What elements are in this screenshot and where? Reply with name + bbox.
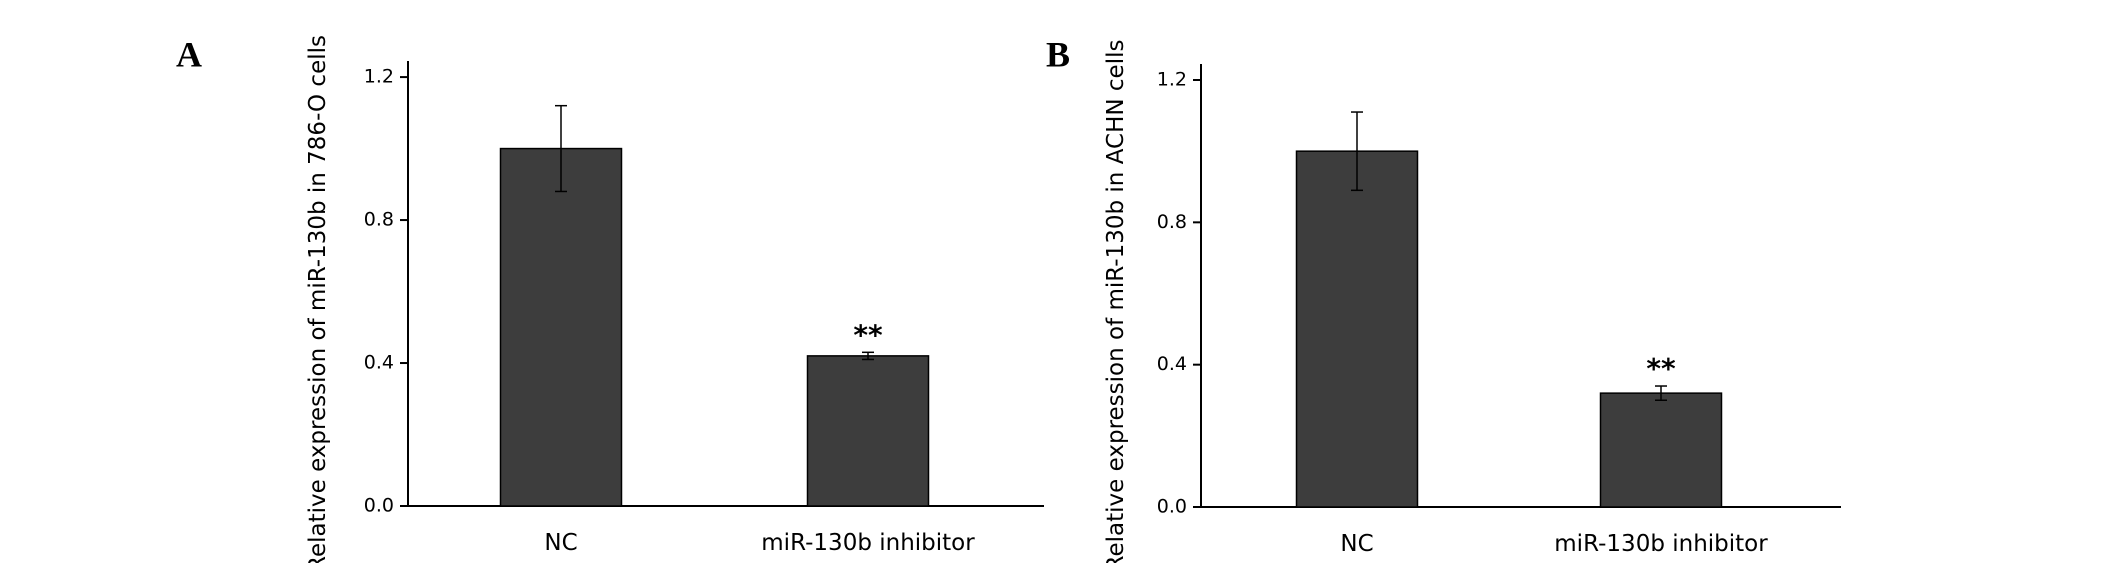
- significance-label: **: [1646, 352, 1676, 385]
- y-axis-label: Relative expression of miR-130b in 786-O…: [305, 35, 331, 563]
- x-tick-label: miR-130b inhibitor: [1554, 531, 1768, 557]
- bar: [1599, 392, 1723, 508]
- bar: [499, 147, 623, 507]
- significance-label: **: [853, 318, 883, 351]
- error-bar: [862, 351, 874, 361]
- y-tick-label: 0.4: [1157, 353, 1187, 375]
- x-tick-label: NC: [544, 530, 577, 556]
- panel-label: B: [1046, 34, 1070, 74]
- error-bar: [555, 104, 567, 193]
- x-tick-label: NC: [1340, 531, 1373, 557]
- y-tick-label: 1.2: [1157, 69, 1187, 91]
- y-tick-label: 1.2: [364, 66, 394, 88]
- y-tick-label: 0.0: [364, 495, 394, 517]
- bar: [1295, 150, 1419, 508]
- y-tick-label: 0.8: [1157, 211, 1187, 233]
- error-bar: [1655, 385, 1667, 402]
- panel-label: A: [176, 34, 202, 74]
- y-tick-label: 0.4: [364, 352, 394, 374]
- bar: [806, 355, 930, 507]
- y-axis-label: Relative expression of miR-130b in ACHN …: [1103, 40, 1129, 563]
- y-tick-label: 0.0: [1157, 496, 1187, 518]
- error-bar: [1351, 111, 1363, 192]
- y-tick-label: 0.8: [364, 209, 394, 231]
- x-tick-label: miR-130b inhibitor: [761, 530, 975, 556]
